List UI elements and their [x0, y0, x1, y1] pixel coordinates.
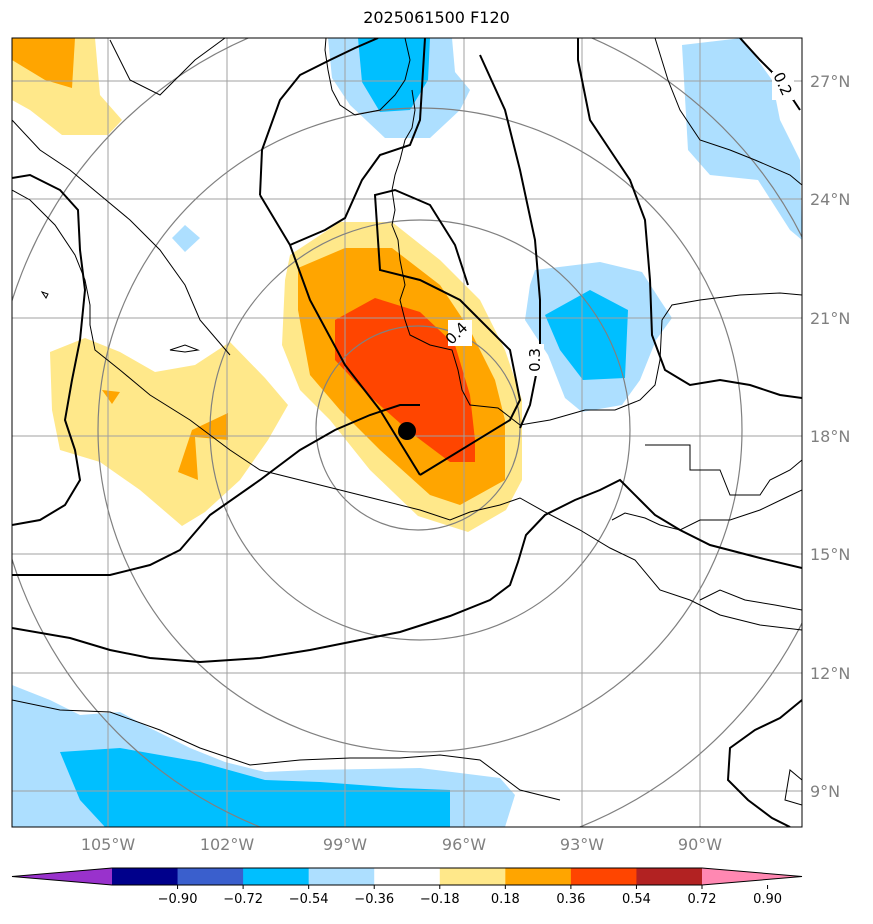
colorbar-extend-high — [702, 868, 802, 885]
contour-lines — [12, 38, 802, 827]
lon-label-102w: 102°W — [200, 835, 255, 854]
shade-orange-west1 — [102, 390, 120, 404]
colorbar-tick-label: −0.90 — [158, 892, 198, 907]
shade-blue-east — [545, 290, 628, 380]
shade-orange-topleft — [12, 38, 75, 88]
coastlines — [12, 38, 802, 806]
map-title: 2025061500 F120 — [363, 8, 510, 27]
colorbar-segment — [374, 868, 441, 885]
lat-label-18n: 18°N — [810, 427, 850, 446]
colorbar-tick-label: 0.90 — [753, 892, 782, 907]
lat-label-15n: 15°N — [810, 545, 850, 564]
colorbar-tick-label: 0.18 — [491, 892, 520, 907]
lat-label-9n: 9°N — [810, 782, 840, 801]
lon-label-96w: 96°W — [442, 835, 486, 854]
colorbar-segment — [439, 868, 506, 885]
colorbar-segment — [112, 868, 179, 885]
lat-label-27n: 27°N — [810, 72, 850, 91]
shading-positive — [12, 38, 522, 532]
colorbar-segment — [308, 868, 375, 885]
colorbar: −0.90 −0.72 −0.54 −0.36 −0.18 0.18 0.36 0.54 0.7… — [11, 867, 803, 907]
shade-blue-north — [358, 38, 430, 112]
lat-label-12n: 12°N — [810, 664, 850, 683]
colorbar-tick-label: 0.54 — [622, 892, 651, 907]
colorbar-tick-label: −0.72 — [223, 892, 263, 907]
colorbar-segment — [505, 868, 572, 885]
colorbar-tick-label: 0.72 — [688, 892, 717, 907]
shade-lightblue-small — [172, 225, 200, 252]
lon-labels: 105°W 102°W 99°W 96°W 93°W 90°W — [81, 835, 722, 854]
lat-label-21n: 21°N — [810, 309, 850, 328]
colorbar-segment — [177, 868, 244, 885]
storm-center-marker — [398, 422, 416, 440]
colorbar-segment — [636, 868, 703, 885]
colorbar-extend-low — [12, 868, 112, 885]
colorbar-tick-label: −0.54 — [289, 892, 329, 907]
contour-label-03: 0.3 — [526, 348, 544, 372]
map-frame — [11, 37, 803, 828]
colorbar-tick-label: −0.18 — [420, 892, 460, 907]
lon-label-90w: 90°W — [678, 835, 722, 854]
lon-label-105w: 105°W — [81, 835, 136, 854]
colorbar-outline — [11, 867, 803, 886]
shade-blue-south — [60, 748, 450, 827]
colorbar-tick-label: 0.36 — [556, 892, 585, 907]
shade-yellow-west — [50, 338, 288, 526]
colorbar-tick-label: −0.36 — [354, 892, 394, 907]
colorbar-segment — [570, 868, 637, 885]
shade-orange-west2 — [178, 413, 228, 480]
lon-label-93w: 93°W — [560, 835, 604, 854]
shade-redorange-central — [335, 298, 475, 462]
map-plot-area — [12, 38, 802, 827]
lon-label-99w: 99°W — [323, 835, 367, 854]
lat-label-24n: 24°N — [810, 190, 850, 209]
lat-labels: 27°N 24°N 21°N 18°N 15°N 12°N 9°N — [810, 72, 850, 801]
colorbar-segment — [243, 868, 310, 885]
